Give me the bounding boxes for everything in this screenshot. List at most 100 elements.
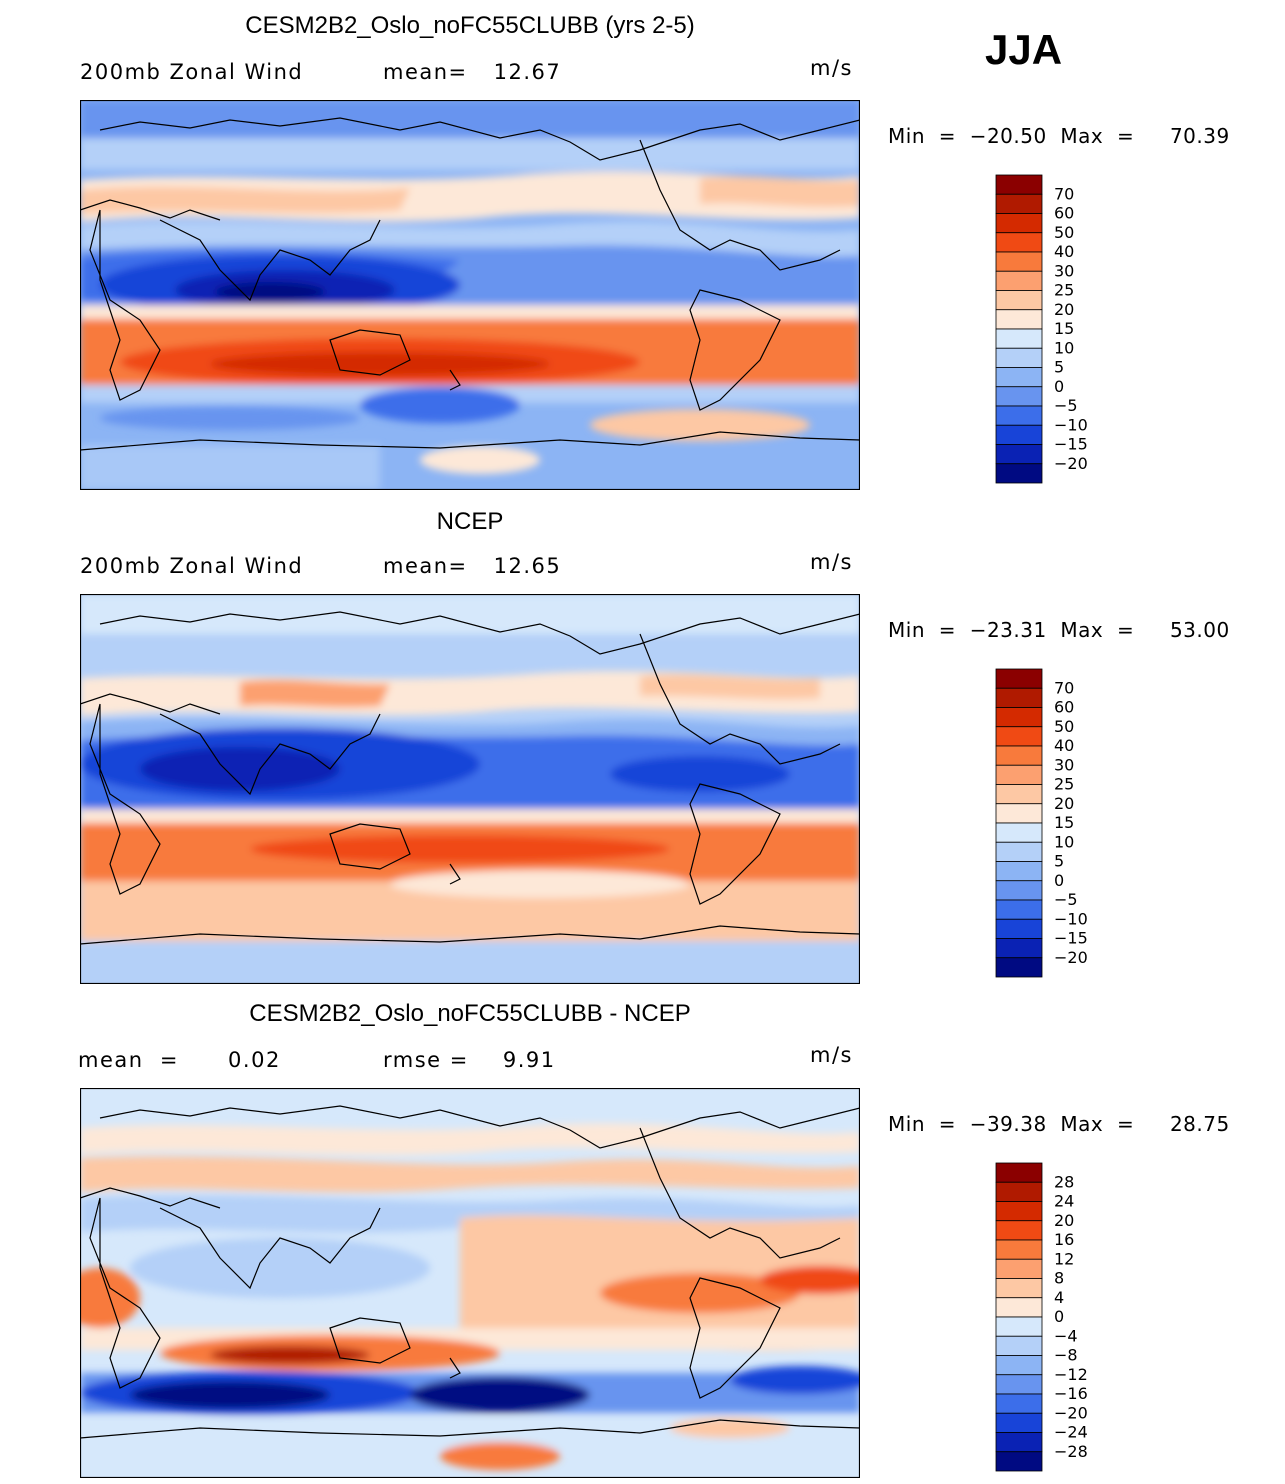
band [210,352,550,376]
panel-2-map [80,594,860,984]
panel-2-stat-value: 12.65 [493,554,562,578]
panel-3-map [80,1088,860,1478]
colorbar-swatch [995,1335,1043,1356]
colorbar-tick-label: −15 [1054,929,1088,948]
colorbar-swatch [995,1393,1043,1414]
colorbar-swatch [995,745,1043,766]
colorbar-tick-label: 30 [1054,755,1074,774]
band [80,1123,860,1156]
panel-3-min-label: Min = [888,1112,970,1136]
colorbar-swatch [995,1278,1043,1299]
colorbar-swatch [995,309,1043,330]
panel-2-variable: 200mb Zonal Wind [80,554,304,578]
colorbar-swatch [995,1432,1043,1453]
colorbar-swatch [995,726,1043,747]
colorbar-tick-label: 40 [1054,736,1074,755]
colorbar-tick-label: 16 [1054,1230,1074,1249]
colorbar-swatch [995,463,1043,484]
panel-3-stat: rmse = 9.91 [383,1048,556,1072]
band [420,446,540,474]
panel-1-minmax: Min = −20.50 Max = 70.39 [888,124,1230,148]
band [100,406,360,430]
band [240,680,390,708]
colorbar-tick-label: −24 [1054,1423,1088,1442]
colorbar-swatch [995,784,1043,805]
band [640,674,820,700]
band [130,1238,430,1298]
colorbar-tick-label: −28 [1054,1442,1088,1461]
colorbar-swatch [995,347,1043,368]
colorbar-tick-label: −5 [1054,890,1078,909]
colorbar-tick-label: 25 [1054,775,1074,794]
panel-1-stat-label: mean= [383,60,468,84]
panel-2-minmax: Min = −23.31 Max = 53.00 [888,618,1230,642]
band [390,870,690,898]
panel-1-coastlines [80,117,860,451]
band [80,809,860,823]
colorbar-swatch [995,822,1043,843]
colorbar-tick-label: −20 [1054,454,1088,473]
colorbar-tick-label: 40 [1054,242,1074,261]
band [410,1377,590,1413]
panel-3-title: CESM2B2_Oslo_noFC55CLUBB - NCEP [249,1000,691,1027]
colorbar-tick-label: 30 [1054,261,1074,280]
panel-3-stat-value: 9.91 [502,1048,556,1072]
panel-3-min-value: −39.38 [969,1112,1047,1136]
colorbar-tick-label: 28 [1054,1172,1074,1191]
panel-1-stat: mean= 12.67 [383,60,561,84]
panel-3-minmax: Min = −39.38 Max = 28.75 [888,1112,1230,1136]
colorbar-swatch [995,764,1043,785]
colorbar-swatch [995,841,1043,862]
panel-2-min-label: Min = [888,618,970,642]
colorbar-tick-label: 10 [1054,832,1074,851]
panel-2-min-value: −23.31 [969,618,1047,642]
panel-2-stat: mean= 12.65 [383,554,561,578]
colorbar-swatch [995,328,1043,349]
colorbar-swatch [995,861,1043,882]
colorbar-tick-label: −15 [1054,435,1088,454]
colorbar-tick-label: 70 [1054,678,1074,697]
colorbar-swatch [995,803,1043,824]
colorbar-swatch [995,1201,1043,1222]
colorbar-swatch [995,232,1043,253]
panel-1-variable: 200mb Zonal Wind [80,60,304,84]
band [80,138,860,170]
colorbar-tick-label: 70 [1054,184,1074,203]
panel-1-map [80,100,860,490]
band [250,835,670,863]
band [80,1156,860,1193]
panel-1-max-value: 70.39 [1169,124,1230,148]
band [130,1381,330,1409]
panel-3-mean: mean = 0.02 [78,1048,281,1072]
colorbar-swatch [995,1355,1043,1376]
colorbar-tick-label: 50 [1054,223,1074,242]
panel-2-stat-label: mean= [383,554,468,578]
colorbar-tick-label: 20 [1054,300,1074,319]
band [730,1366,860,1394]
colorbar-swatch [995,270,1043,291]
colorbar-tick-label: 60 [1054,204,1074,223]
band [140,747,340,791]
panel-1-stat-value: 12.67 [493,60,562,84]
colorbar-tick-label: 12 [1054,1249,1074,1268]
panel-2-max-value: 53.00 [1169,618,1230,642]
colorbar-tick-label: −4 [1054,1326,1078,1345]
panel-2-title: NCEP [436,508,504,535]
colorbar-tick-label: 0 [1054,1307,1064,1326]
colorbar-swatch [995,668,1043,689]
colorbar-swatch [995,1451,1043,1472]
panel-3-max-value: 28.75 [1169,1112,1230,1136]
colorbar-swatch [995,424,1043,445]
colorbar-tick-label: 15 [1054,319,1074,338]
panel-1-max-label: Max = [1046,124,1148,148]
colorbar-swatch [995,1297,1043,1318]
colorbar-swatch [995,213,1043,234]
colorbar-swatch [995,707,1043,728]
band [440,1442,560,1470]
band [360,387,520,423]
band [210,1346,370,1364]
panel-2-units: m/s [810,550,853,574]
colorbar-swatch [995,1258,1043,1279]
